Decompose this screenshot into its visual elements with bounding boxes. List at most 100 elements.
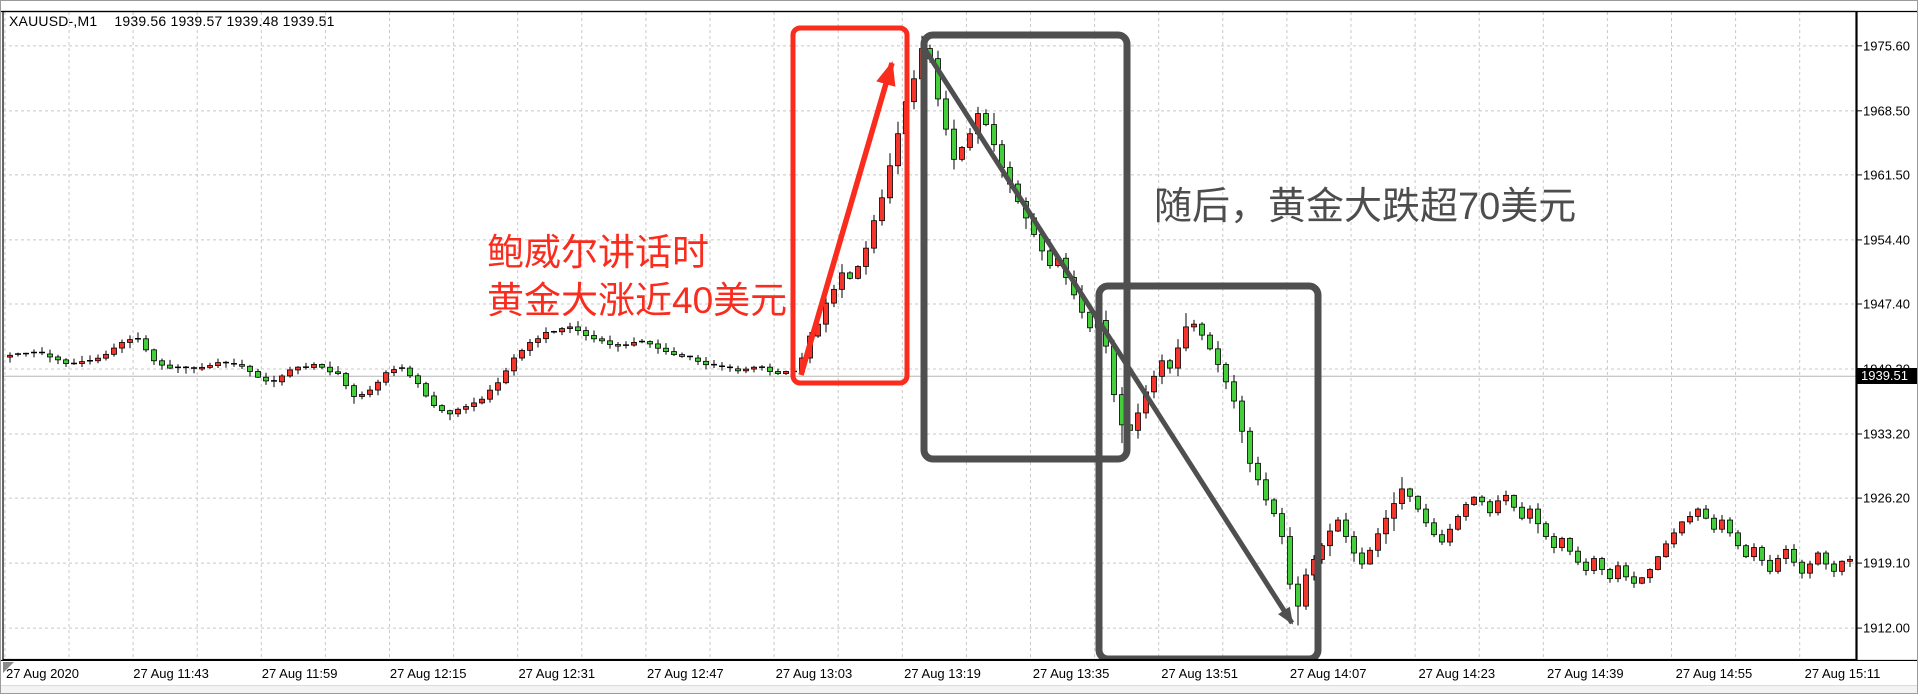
time-axis-label: 27 Aug 14:23 [1418, 666, 1496, 681]
bull-candle [383, 372, 389, 383]
doji-candle [175, 366, 181, 369]
bear-candle [1823, 552, 1829, 565]
doji-candle [271, 380, 277, 382]
rally-annotation-line2: 黄金大涨近40美元 [487, 280, 788, 321]
bear-candle [663, 347, 669, 353]
bull-candle [495, 382, 501, 391]
drop-annotation-text: 随后，黄金大跌超70美元 [1154, 186, 1577, 228]
bear-candle [767, 366, 773, 372]
bear-candle [655, 343, 661, 349]
bear-candle [991, 124, 997, 146]
time-axis-label: 27 Aug 13:51 [1161, 666, 1238, 681]
bull-candle [1647, 569, 1653, 579]
bear-candle [599, 338, 605, 342]
price-axis[interactable]: 1975.601968.501961.501954.401947.401940.… [1858, 1, 1917, 661]
drop-highlight-box-1[interactable] [920, 31, 1131, 463]
chart-title: XAUUSD-,M1 1939.56 1939.57 1939.48 1939.5… [9, 13, 335, 29]
bear-candle [1511, 494, 1517, 508]
bull-candle [111, 347, 117, 355]
bull-candle [863, 247, 869, 267]
time-axis-label: 27 Aug 13:35 [1032, 666, 1110, 681]
bull-candle [511, 357, 517, 372]
bull-candle [207, 365, 213, 368]
doji-candle [719, 365, 725, 368]
bull-candle [1503, 494, 1509, 502]
doji-candle [399, 367, 405, 369]
bull-candle [1455, 515, 1461, 530]
bear-candle [351, 385, 357, 397]
bear-candle [679, 354, 685, 357]
doji-candle [639, 340, 645, 343]
price-axis-label: 1961.50 [1863, 167, 1910, 183]
price-axis-label: 1933.20 [1863, 426, 1910, 442]
bull-candle [471, 402, 477, 407]
bear-candle [1231, 381, 1237, 402]
bear-candle [1247, 430, 1253, 464]
bear-candle [607, 340, 613, 345]
bull-candle [527, 342, 533, 351]
bear-candle [1567, 537, 1573, 552]
bull-candle [895, 133, 901, 167]
time-axis-label: 27 Aug 14:55 [1675, 666, 1753, 681]
bear-candle [1607, 569, 1613, 580]
doji-candle [759, 366, 765, 368]
downtrend-arrow-line[interactable] [923, 49, 1295, 625]
uptrend-arrow-line[interactable] [798, 61, 896, 376]
bull-candle [1335, 519, 1341, 532]
doji-candle [623, 344, 629, 346]
price-axis-label: 1912.00 [1863, 620, 1910, 636]
bear-candle [1543, 523, 1549, 537]
bull-candle [487, 389, 493, 400]
bear-candle [575, 326, 581, 331]
bear-candle [47, 353, 53, 358]
bear-candle [1727, 519, 1733, 534]
bear-candle [431, 395, 437, 407]
bear-candle [1407, 488, 1413, 497]
bear-candle [1623, 565, 1629, 578]
bull-candle [1775, 558, 1781, 572]
doji-candle [23, 352, 29, 355]
bear-candle [1359, 552, 1365, 565]
bear-candle [151, 349, 157, 362]
bull-candle [1559, 537, 1565, 548]
bear-candle [647, 341, 653, 345]
bull-candle [1527, 508, 1533, 519]
bull-candle [391, 369, 397, 374]
bear-candle [335, 371, 341, 374]
bull-candle [1615, 565, 1621, 580]
bull-candle [279, 375, 285, 383]
bear-candle [63, 359, 69, 364]
time-axis-label: 27 Aug 13:03 [775, 666, 853, 681]
bear-candle [143, 338, 149, 351]
bear-candle [1479, 496, 1485, 503]
bear-candle [1199, 323, 1205, 336]
bear-candle [1831, 563, 1837, 572]
bear-candle [167, 364, 173, 369]
bull-candle [7, 354, 13, 358]
time-axis-label: 27 Aug 12:15 [389, 666, 467, 681]
bear-candle [447, 410, 453, 415]
bull-candle [1751, 547, 1757, 558]
bull-candle [631, 342, 637, 346]
bear-candle [1431, 522, 1437, 536]
bull-candle [1399, 488, 1405, 504]
bear-candle [263, 376, 269, 382]
rally-annotation-text: 鲍威尔讲话时 黄金大涨近40美元 [487, 229, 787, 325]
bear-candle [735, 368, 741, 372]
time-axis[interactable]: 27 Aug 2020 27 Aug 11:43 27 Aug 11:59 27 Au… [1, 661, 1917, 685]
bull-candle [1783, 548, 1789, 559]
price-axis-label: 1947.40 [1863, 296, 1910, 312]
price-axis-label: 1926.20 [1863, 490, 1910, 506]
bull-candle [103, 353, 109, 359]
rally-highlight-box[interactable] [790, 25, 910, 386]
bull-candle [1679, 521, 1685, 534]
doji-candle [31, 351, 37, 354]
bull-candle [1367, 549, 1373, 565]
bull-candle [1695, 508, 1701, 517]
bull-candle [1391, 503, 1397, 519]
bear-candle [1759, 547, 1765, 561]
doji-candle [711, 363, 717, 366]
bull-candle [967, 133, 973, 148]
bull-candle [1327, 530, 1333, 547]
